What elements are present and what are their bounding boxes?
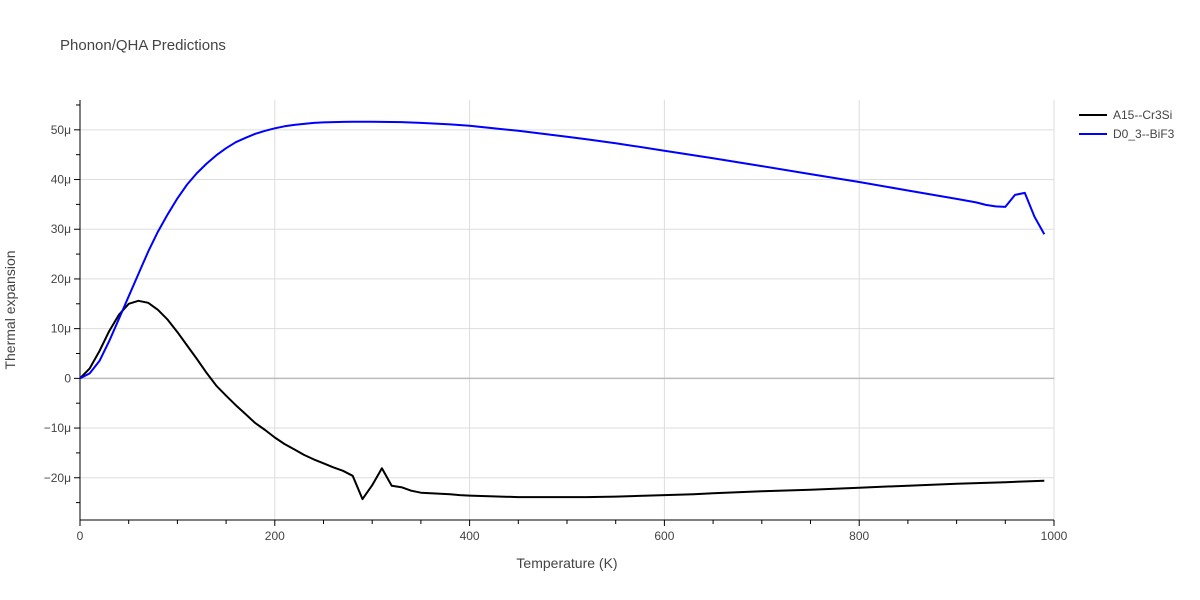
axes: [79, 100, 1054, 521]
x-tick-label: 400: [460, 529, 480, 543]
x-axis-ticks: 0 200 400 600 800 1000: [77, 520, 1068, 543]
legend-item-1[interactable]: A15--Cr3Si: [1079, 108, 1172, 122]
x-tick-label: 1000: [1041, 529, 1068, 543]
y-tick-label: 50μ: [51, 123, 71, 137]
chart-title: Phonon/QHA Predictions: [60, 37, 226, 54]
x-tick-label: 0: [77, 529, 84, 543]
legend[interactable]: A15--Cr3Si D0_3--BiF3: [1079, 108, 1175, 141]
x-tick-label: 200: [265, 529, 285, 543]
y-tick-label: 40μ: [51, 173, 71, 187]
y-tick-label: −20μ: [44, 471, 71, 485]
y-tick-label: 0: [64, 371, 71, 385]
y-tick-label: 30μ: [51, 222, 71, 236]
y-tick-label: −10μ: [44, 421, 71, 435]
series-line-1: [79, 299, 1045, 501]
y-axis-title: Thermal expansion: [2, 250, 18, 369]
legend-label: A15--Cr3Si: [1113, 108, 1172, 122]
x-tick-label: 600: [654, 529, 674, 543]
y-axis-ticks: −20μ −10μ 0 10μ 20μ 30μ 40μ 50μ: [44, 104, 80, 504]
x-tick-label: 800: [849, 529, 869, 543]
y-tick-label: 20μ: [51, 272, 71, 286]
legend-item-2[interactable]: D0_3--BiF3: [1079, 127, 1175, 141]
series-line-2: [79, 120, 1046, 380]
grid: [80, 100, 1055, 520]
legend-label: D0_3--BiF3: [1113, 127, 1175, 141]
x-axis-title: Temperature (K): [516, 555, 617, 571]
series-lines: [79, 120, 1046, 501]
y-tick-label: 10μ: [51, 322, 71, 336]
